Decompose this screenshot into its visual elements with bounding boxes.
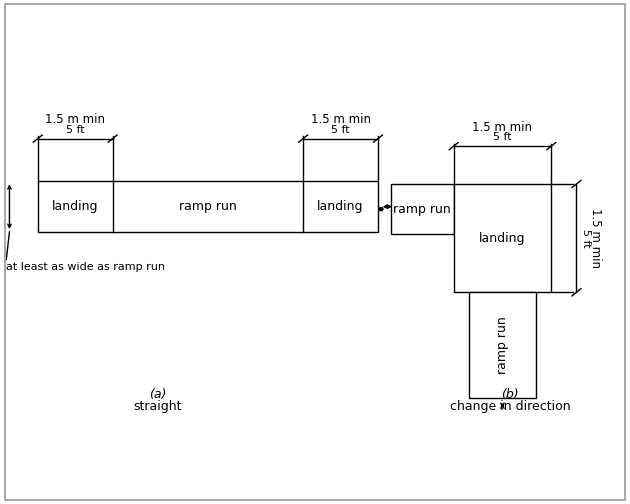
Text: 5 ft: 5 ft xyxy=(493,132,512,142)
Text: landing: landing xyxy=(479,232,525,244)
Text: at least as wide as ramp run: at least as wide as ramp run xyxy=(6,262,165,272)
Bar xyxy=(454,184,551,292)
Text: 5 ft: 5 ft xyxy=(331,124,350,135)
Text: (b): (b) xyxy=(501,388,519,401)
Text: landing: landing xyxy=(52,200,98,213)
Text: 1.5 m min: 1.5 m min xyxy=(45,113,105,126)
Text: (a): (a) xyxy=(149,388,166,401)
Text: 1.5 m min: 1.5 m min xyxy=(472,120,532,134)
Text: change in direction: change in direction xyxy=(450,400,571,413)
Text: ramp run: ramp run xyxy=(496,317,509,374)
Bar xyxy=(38,181,378,232)
Bar xyxy=(391,184,454,234)
Text: straight: straight xyxy=(134,400,181,413)
Bar xyxy=(469,292,536,398)
Text: ramp run: ramp run xyxy=(179,200,237,213)
Text: landing: landing xyxy=(318,200,364,213)
Text: 1.5 m min: 1.5 m min xyxy=(589,208,602,268)
Text: 5 ft: 5 ft xyxy=(66,124,84,135)
Text: 5 ft: 5 ft xyxy=(581,229,591,247)
Text: ramp run: ramp run xyxy=(393,203,451,216)
Text: 1.5 m min: 1.5 m min xyxy=(311,113,370,126)
